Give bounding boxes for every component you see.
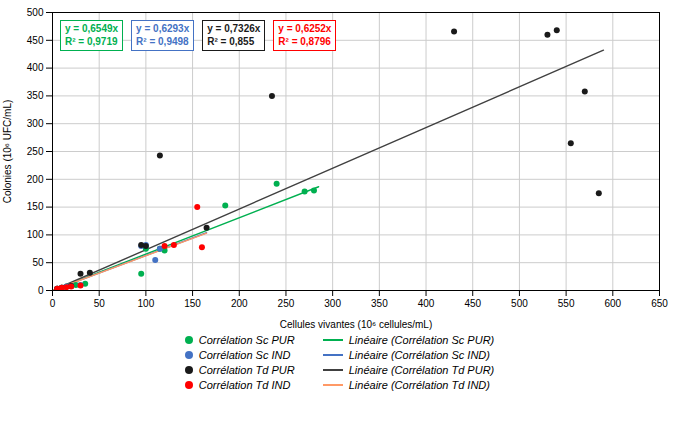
svg-text:550: 550: [558, 298, 575, 309]
svg-text:400: 400: [418, 298, 435, 309]
svg-text:500: 500: [511, 298, 528, 309]
svg-text:50: 50: [94, 298, 106, 309]
svg-text:450: 450: [464, 298, 481, 309]
svg-text:100: 100: [138, 298, 155, 309]
svg-text:0: 0: [50, 298, 56, 309]
svg-text:250: 250: [278, 298, 295, 309]
html-text:y = 0,6549x R² = 0,9719: y = 0,6549x R² = 0,9719: [65, 23, 119, 47]
svg-text:600: 600: [604, 298, 621, 309]
svg-text:150: 150: [27, 201, 44, 212]
html-text:Linéaire (Corrélation Td IND): Linéaire (Corrélation Td IND): [348, 379, 490, 391]
html-text:y = 0,6252x R² = 0,8796: y = 0,6252x R² = 0,8796: [278, 23, 332, 47]
html-text:Linéaire (Corrélation Sc PUR): Linéaire (Corrélation Sc PUR): [348, 334, 495, 346]
svg-text:300: 300: [27, 118, 44, 129]
svg-text:Colonies (10⁶ UFC/mL): Colonies (10⁶ UFC/mL): [2, 100, 13, 204]
html-text:y = 0,6293x R² = 0,9498: y = 0,6293x R² = 0,9498: [136, 23, 190, 47]
svg-text:150: 150: [184, 298, 201, 309]
svg-text:300: 300: [324, 298, 341, 309]
svg-text:400: 400: [27, 62, 44, 73]
svg-text:100: 100: [27, 229, 44, 240]
svg-text:250: 250: [27, 146, 44, 157]
svg-text:Cellules vivantes (10⁶ cellule: Cellules vivantes (10⁶ cellules/mL): [280, 319, 433, 330]
svg-text:0: 0: [38, 285, 44, 296]
svg-text:500: 500: [27, 7, 44, 18]
svg-text:650: 650: [651, 298, 668, 309]
svg-text:50: 50: [32, 257, 44, 268]
svg-text:200: 200: [231, 298, 248, 309]
html-text:Corrélation Td PUR: Corrélation Td PUR: [198, 364, 295, 376]
svg-text:450: 450: [27, 35, 44, 46]
svg-text:350: 350: [27, 90, 44, 101]
html-text:Linéaire (Corrélation Td PUR): Linéaire (Corrélation Td PUR): [348, 364, 495, 376]
html-text:Linéaire (Corrélation Sc IND): Linéaire (Corrélation Sc IND): [348, 349, 490, 361]
svg-text:350: 350: [371, 298, 388, 309]
html-text:Corrélation Sc IND: Corrélation Sc IND: [198, 349, 291, 361]
html-text:Corrélation Td IND: Corrélation Td IND: [198, 379, 291, 391]
svg-text:200: 200: [27, 174, 44, 185]
html-text:Corrélation Sc PUR: Corrélation Sc PUR: [198, 334, 295, 346]
html-text:y = 0,7326x R² = 0,855: y = 0,7326x R² = 0,855: [207, 23, 261, 47]
